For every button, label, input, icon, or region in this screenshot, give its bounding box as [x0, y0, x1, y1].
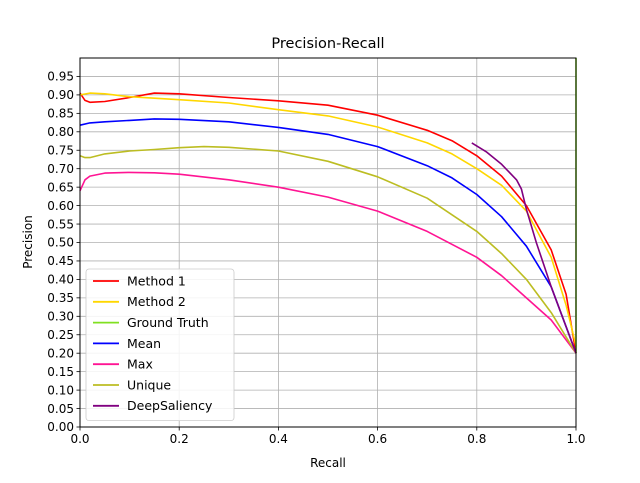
legend-label-max: Max: [127, 357, 153, 372]
x-tick-label: 1.0: [566, 432, 585, 446]
y-tick-label: 0.90: [47, 88, 74, 102]
y-tick-label: 0.45: [47, 254, 74, 268]
x-tick-label: 0.6: [368, 432, 387, 446]
y-tick-label: 0.40: [47, 273, 74, 287]
legend-label-mean: Mean: [127, 336, 161, 351]
y-tick-label: 0.80: [47, 125, 74, 139]
y-tick-label: 0.65: [47, 180, 74, 194]
series-line-unique: [79, 145, 577, 354]
series-line-deepsaliency: [471, 142, 577, 354]
y-tick-label: 0.15: [47, 365, 74, 379]
legend-label-deepsaliency: DeepSaliency: [127, 398, 213, 413]
x-tick-label: 0.2: [170, 432, 189, 446]
x-axis: 0.0 0.2 0.4 0.6 0.8 1.0: [70, 427, 586, 446]
y-tick-label: 0.25: [47, 328, 74, 342]
series-line-method-1: [79, 92, 577, 354]
y-tick-label: 0.70: [47, 162, 74, 176]
y-tick-label: 0.50: [47, 236, 74, 250]
y-tick-label: 0.05: [47, 402, 74, 416]
legend-label-unique: Unique: [127, 377, 171, 392]
x-tick-label: 0.8: [467, 432, 486, 446]
y-tick-label: 0.60: [47, 199, 74, 213]
chart-title: Precision-Recall: [271, 36, 384, 52]
y-tick-label: 0.75: [47, 143, 74, 157]
y-axis-label: Precision: [21, 215, 35, 269]
y-tick-label: 0.10: [47, 383, 74, 397]
x-tick-label: 0.0: [70, 432, 89, 446]
y-tick-label: 0.30: [47, 310, 74, 324]
y-axis: 0.00 0.05 0.10 0.15 0.20 0.25 0.30 0.35 0.40 0.45…: [47, 70, 80, 434]
x-tick-label: 0.4: [269, 432, 288, 446]
y-tick-label: 0.95: [47, 70, 74, 84]
y-tick-label: 0.00: [47, 420, 74, 434]
series-line-method-2: [79, 92, 577, 346]
legend-label-method-1: Method 1: [127, 273, 186, 288]
y-tick-label: 0.20: [47, 346, 74, 360]
legend-box: [85, 268, 235, 422]
y-tick-label: 0.55: [47, 217, 74, 231]
legend: Method 1 Method 2 Ground Truth Mean Max Uniqu…: [85, 268, 235, 422]
series-line-mean: [79, 118, 577, 354]
legend-label-ground-truth: Ground Truth: [127, 315, 209, 330]
y-tick-label: 0.85: [47, 107, 74, 121]
series-line-max: [79, 171, 577, 354]
legend-label-method-2: Method 2: [127, 294, 186, 309]
x-axis-label: Recall: [310, 456, 346, 470]
y-tick-label: 0.35: [47, 291, 74, 305]
